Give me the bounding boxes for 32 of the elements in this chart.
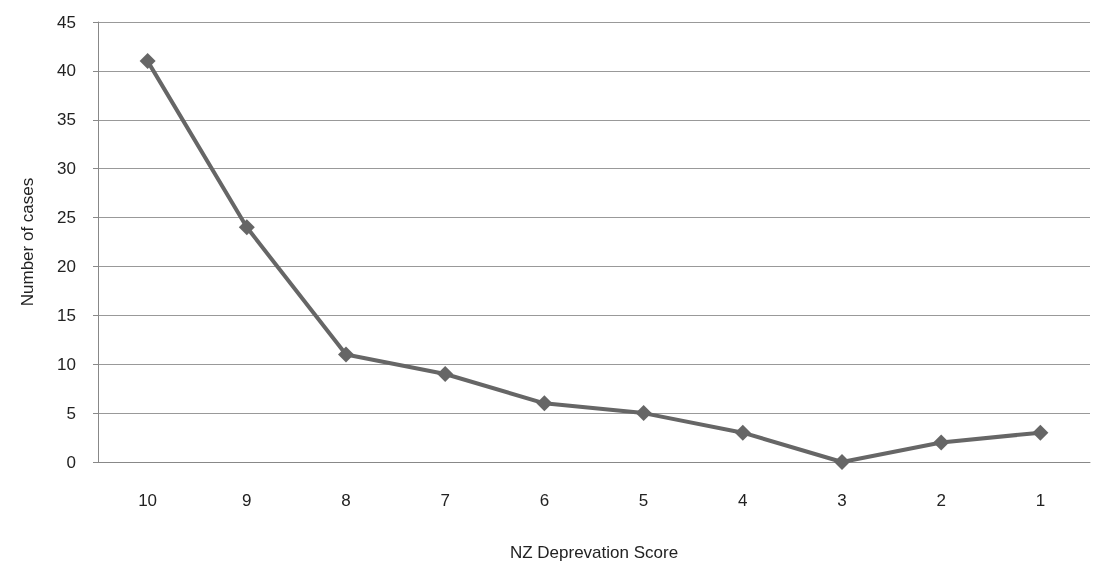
- y-tick-label: 20: [57, 256, 76, 276]
- point: [1032, 424, 1049, 441]
- point: [437, 366, 454, 382]
- point: [139, 53, 156, 70]
- y-tick-label: 35: [57, 110, 76, 130]
- x-tick-label: 9: [242, 491, 252, 510]
- y-tick-label: 15: [57, 305, 76, 325]
- y-tick-label: 0: [66, 452, 76, 472]
- x-tick-label: 6: [539, 491, 550, 510]
- point: [635, 405, 652, 422]
- x-tick-label: 5: [638, 491, 649, 510]
- x-axis-title: NZ Deprevation Score: [509, 543, 679, 562]
- point: [933, 434, 950, 451]
- x-tick-label: 7: [440, 491, 450, 510]
- y-tick-label: 30: [57, 159, 76, 179]
- point: [238, 219, 255, 236]
- y-tick-label: 25: [57, 208, 76, 228]
- point: [834, 454, 850, 470]
- y-axis-title: Number of cases: [18, 177, 37, 307]
- x-tick-label: 10: [138, 491, 158, 510]
- point: [338, 346, 354, 363]
- point: [536, 395, 553, 412]
- x-tick-label: 2: [936, 491, 946, 510]
- x-tick-label: 4: [738, 491, 748, 510]
- x-tick-label: 1: [1035, 491, 1046, 510]
- point: [734, 424, 751, 441]
- y-tick-label: 10: [57, 354, 76, 374]
- x-tick-label: 3: [837, 491, 847, 510]
- y-tick-label: 5: [66, 403, 76, 423]
- x-tick-label: 8: [341, 491, 351, 510]
- y-tick-label: 40: [57, 61, 76, 81]
- y-tick-label: 45: [57, 12, 76, 32]
